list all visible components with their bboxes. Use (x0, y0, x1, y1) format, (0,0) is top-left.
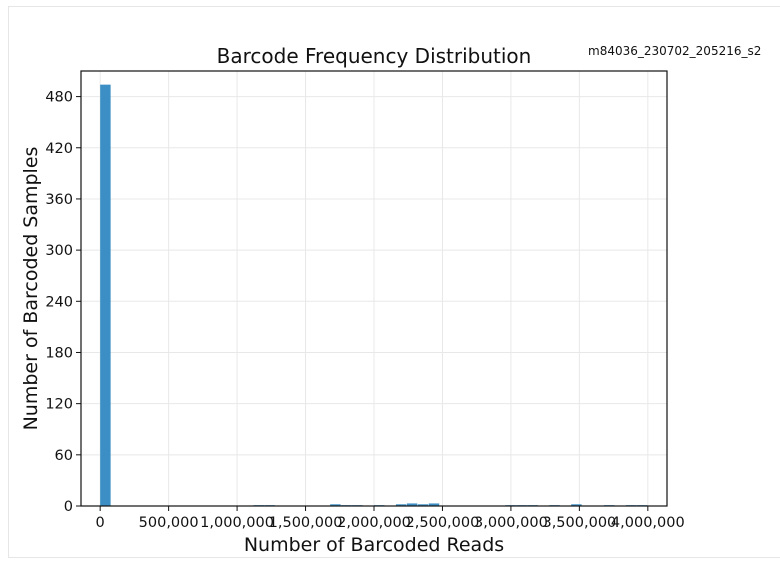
x-tick-label: 2,000,000 (337, 515, 411, 531)
x-tick-label: 500,000 (139, 515, 199, 531)
x-tick-label: 2,500,000 (406, 515, 480, 531)
histogram-bar (406, 503, 418, 506)
sample-id-label: m84036_230702_205216_s2 (588, 44, 762, 58)
chart-panel (8, 6, 780, 558)
y-tick-label: 480 (45, 90, 73, 106)
grid-lines (81, 71, 667, 507)
y-tick-label: 240 (45, 294, 73, 310)
y-tick-label: 120 (45, 397, 73, 413)
histogram-bar (428, 503, 440, 506)
x-tick-label: 3,500,000 (542, 515, 616, 531)
chart-title: Barcode Frequency Distribution (217, 44, 532, 68)
x-tick-label: 1,000,000 (200, 515, 274, 531)
y-axis-label: Number of Barcoded Samples (20, 147, 42, 431)
histogram-bar (100, 84, 111, 506)
histogram-bar (395, 504, 407, 506)
y-tick-label: 180 (45, 345, 73, 361)
histogram-bar (330, 504, 341, 506)
y-axis-ticks: 0 60 120 180 240 300 360 420 480 (45, 90, 81, 515)
x-tick-label: 1,500,000 (269, 515, 343, 531)
x-tick-label: 4,000,000 (611, 515, 685, 531)
y-tick-label: 0 (64, 499, 73, 515)
histogram-bar (571, 504, 582, 506)
x-tick-label: 3,000,000 (474, 515, 548, 531)
x-tick-label: 0 (96, 515, 105, 531)
x-axis-label: Number of Barcoded Reads (244, 534, 504, 556)
x-axis-ticks: 0 500,000 1,000,0001,500,0002,000,0002,500… (96, 506, 685, 531)
y-tick-label: 360 (45, 192, 73, 208)
y-tick-label: 300 (45, 243, 73, 259)
histogram-bar (417, 504, 429, 506)
y-tick-label: 60 (55, 448, 73, 464)
y-tick-label: 420 (45, 141, 73, 157)
